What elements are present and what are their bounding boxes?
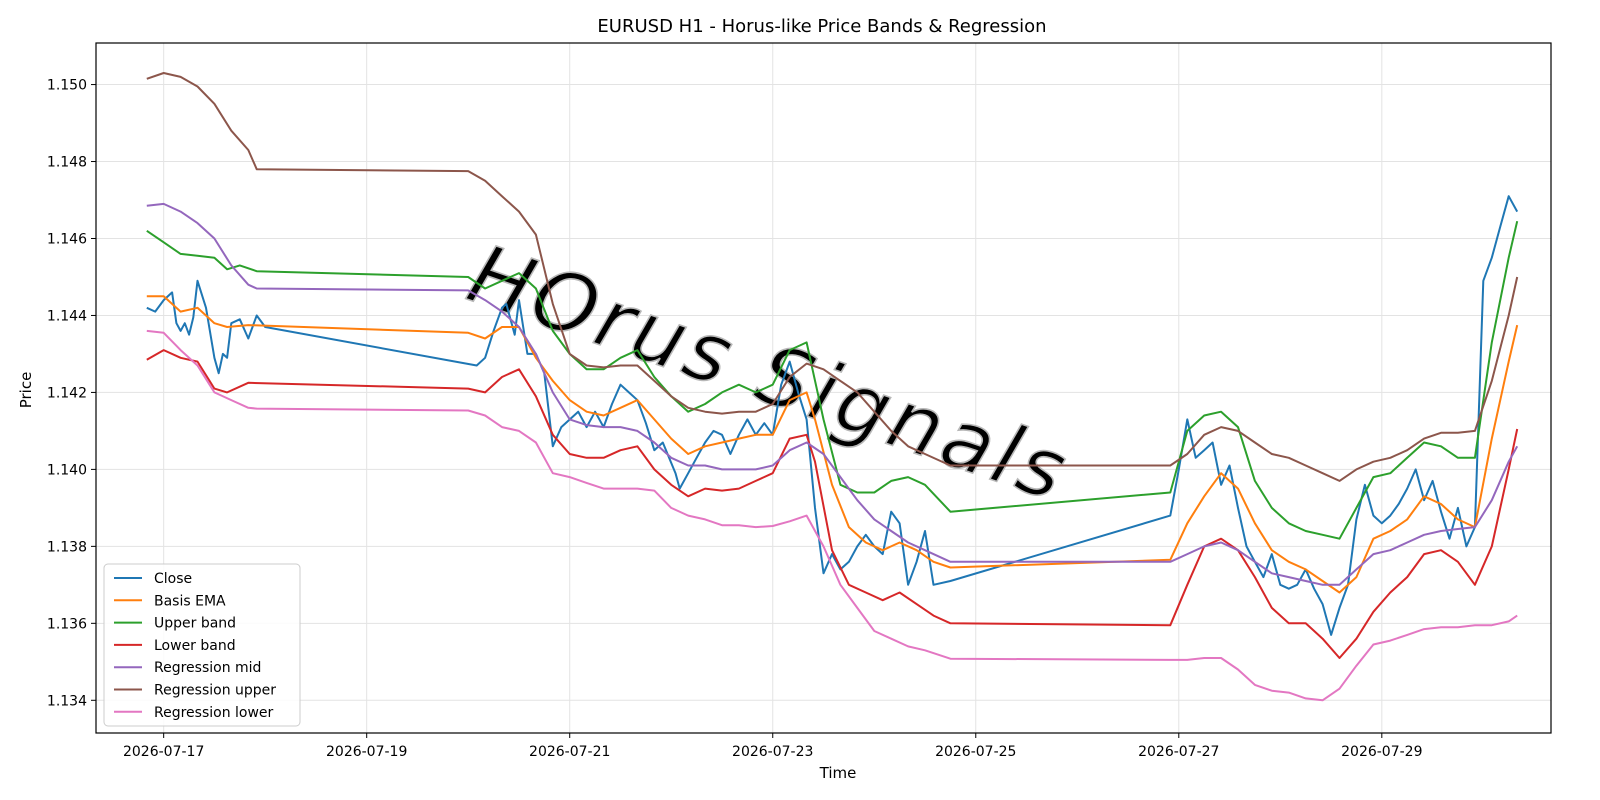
y-tick-label: 1.144 xyxy=(47,308,87,324)
x-axis-label: Time xyxy=(819,764,857,782)
series-line-close xyxy=(146,195,1519,636)
legend: Close Basis EMA Upper band Lower band Regres… xyxy=(103,563,301,727)
y-axis: 1.134 1.136 1.138 1.140 1.142 1.144 1.146 1.148… xyxy=(47,78,96,709)
x-tick-label: 2026-07-21 xyxy=(529,744,610,760)
x-tick-label: 2026-07-23 xyxy=(732,744,813,760)
x-tick-label: 2026-07-29 xyxy=(1341,744,1422,760)
y-tick-label: 1.140 xyxy=(47,462,87,478)
legend-label: Basis EMA xyxy=(154,593,226,609)
x-tick-label: 2026-07-27 xyxy=(1138,744,1219,760)
series-line-regression-mid xyxy=(146,202,1519,586)
legend-label: Upper band xyxy=(154,616,236,632)
watermark: HOrus Signals xyxy=(457,227,1081,521)
chart-title: EURUSD H1 - Horus-like Price Bands & Reg… xyxy=(597,16,1046,37)
x-tick-label: 2026-07-19 xyxy=(326,744,407,760)
y-tick-label: 1.142 xyxy=(47,385,87,401)
series-line-regression-upper xyxy=(146,72,1519,482)
legend-label: Regression lower xyxy=(154,705,274,721)
y-tick-label: 1.136 xyxy=(47,616,87,632)
y-axis-label: Price xyxy=(17,372,35,409)
y-tick-label: 1.150 xyxy=(47,78,87,94)
plot-frame xyxy=(95,42,1552,734)
series-line-lower-band xyxy=(146,349,1519,659)
series-line-regression-lower xyxy=(146,329,1518,702)
grid xyxy=(96,43,1551,733)
x-tick-label: 2026-07-25 xyxy=(935,744,1016,760)
x-tick-label: 2026-07-17 xyxy=(123,744,204,760)
y-tick-label: 1.134 xyxy=(47,693,87,709)
legend-label: Regression mid xyxy=(154,660,261,676)
y-tick-label: 1.138 xyxy=(47,539,87,555)
legend-label: Regression upper xyxy=(154,683,276,699)
legend-label: Close xyxy=(154,571,192,587)
series-lines xyxy=(146,72,1519,702)
y-tick-label: 1.148 xyxy=(47,155,87,171)
y-tick-label: 1.146 xyxy=(47,231,87,247)
legend-label: Lower band xyxy=(154,638,236,654)
x-axis: 2026-07-17 2026-07-19 2026-07-21 2026-07-23… xyxy=(123,733,1423,760)
legend-box xyxy=(103,563,301,727)
series-line-upper-band xyxy=(146,220,1519,540)
